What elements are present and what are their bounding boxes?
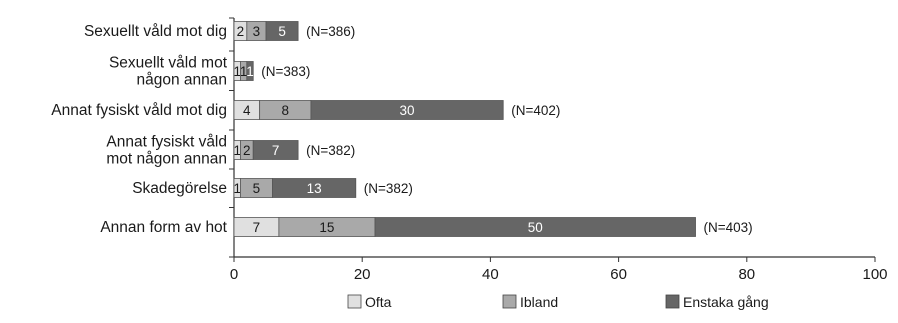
category-label: Sexuellt våld mot (109, 55, 228, 72)
bar-value-label: 50 (528, 220, 543, 235)
n-label: (N=382) (364, 181, 413, 196)
bar-value-label: 1 (240, 64, 248, 79)
bar-value-label: 1 (233, 64, 241, 79)
legend-label: Enstaka gång (683, 294, 769, 310)
legend-label: Ibland (520, 294, 558, 310)
category-label: Sexuellt våld mot dig (84, 23, 227, 40)
bar-value-label: 13 (307, 181, 322, 196)
legend-swatch (665, 294, 680, 309)
x-tick-label: 100 (862, 266, 887, 283)
category-label: Annat fysiskt våld mot dig (51, 102, 227, 119)
bar-segment (272, 178, 357, 198)
n-label: (N=383) (261, 64, 310, 79)
bar-value-label: 30 (400, 103, 415, 118)
category-label: Skadegörelse (132, 180, 227, 197)
category-label: någon annan (136, 72, 227, 89)
bar-value-label: 1 (233, 143, 241, 158)
bar-value-label: 3 (253, 24, 261, 39)
n-label: (N=382) (306, 143, 355, 158)
category-label: Annan form av hot (100, 219, 227, 236)
bar-segment (265, 21, 299, 41)
n-label: (N=403) (704, 220, 753, 235)
bar-segment (246, 61, 254, 81)
bar-value-label: 1 (246, 64, 254, 79)
bar-value-label: 15 (319, 220, 334, 235)
bar-value-label: 8 (282, 103, 290, 118)
bar-value-label: 5 (253, 181, 261, 196)
x-tick-label: 80 (738, 266, 755, 283)
bar-value-label: 7 (253, 220, 261, 235)
x-tick-label: 0 (230, 266, 238, 283)
n-label: (N=402) (511, 103, 560, 118)
bar-value-label: 5 (278, 24, 286, 39)
x-tick-label: 20 (354, 266, 371, 283)
legend-label: Ofta (365, 294, 392, 310)
bar-segment (252, 140, 299, 160)
legend-swatch (347, 294, 362, 309)
legend-swatch (502, 294, 517, 309)
x-tick-label: 40 (482, 266, 499, 283)
bar-segment (374, 217, 696, 237)
x-tick-label: 60 (610, 266, 627, 283)
bar-value-label: 7 (272, 143, 280, 158)
category-label: mot någon annan (106, 151, 227, 168)
bar-value-label: 4 (243, 103, 251, 118)
bar-value-label: 1 (233, 181, 241, 196)
bar-value-label: 2 (243, 143, 251, 158)
bar-segment (310, 100, 504, 120)
category-label: Annat fysiskt våld (106, 134, 227, 151)
bar-value-label: 2 (237, 24, 245, 39)
n-label: (N=386) (306, 24, 355, 39)
